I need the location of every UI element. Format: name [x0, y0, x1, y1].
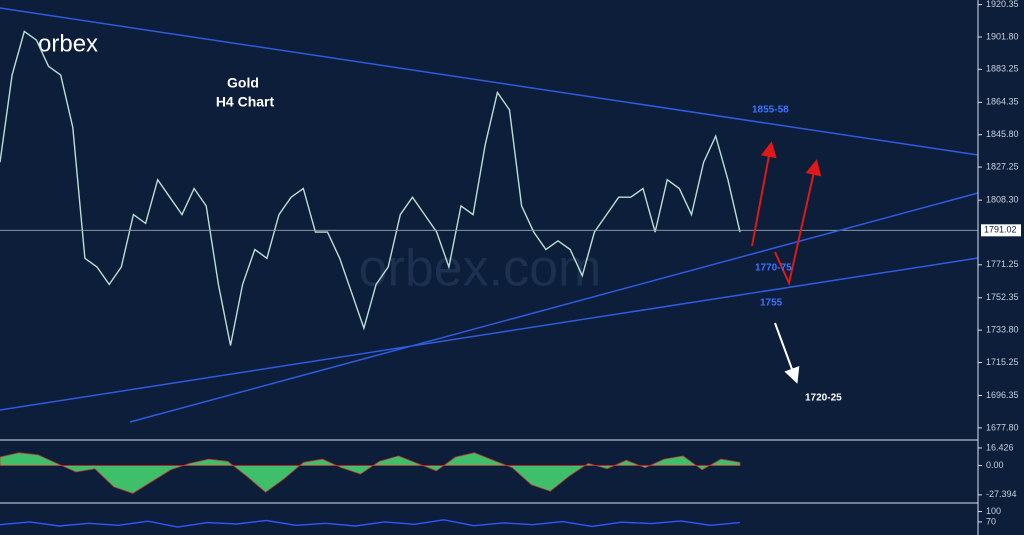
arrow: [774, 159, 822, 287]
y-tick-label: 1752.35: [986, 292, 1019, 302]
y-tick-label: 1808.30: [986, 195, 1019, 205]
y-tick-label: 1864.35: [986, 97, 1019, 107]
y-tick-label: 1715.25: [986, 357, 1019, 367]
annotation: 1770-75: [755, 263, 792, 274]
arrow: [751, 141, 777, 247]
y-tick-label: 1827.25: [986, 161, 1019, 171]
price-line: [0, 519, 741, 528]
chart-title: Gold: [227, 75, 259, 91]
y-tick-label: 1677.80: [986, 422, 1019, 432]
price-line: [0, 30, 741, 346]
y-tick-label: 1733.80: [986, 325, 1019, 335]
annotation: 1855-58: [752, 105, 789, 116]
y-tick-label: 1771.25: [986, 259, 1019, 269]
trend-line: [129, 192, 979, 423]
arrow: [774, 322, 800, 384]
y-tick-label: 1920.35: [986, 0, 1019, 9]
trend-line: [0, 257, 979, 411]
annotation: 1755: [760, 298, 783, 309]
logo: orbex: [38, 30, 98, 57]
chart-subtitle: H4 Chart: [216, 94, 275, 110]
y-tick-label: 16.426: [986, 442, 1014, 452]
y-tick-label: -27.394: [986, 489, 1017, 499]
y-tick-label: 1883.25: [986, 64, 1019, 74]
watermark: orbex.com: [359, 240, 602, 298]
y-tick-label: 70: [986, 516, 996, 526]
current-price-label: 1791.02: [984, 225, 1017, 235]
y-tick-label: 0.00: [986, 460, 1004, 470]
oscillator-area: [0, 452, 741, 494]
current-price-box: [981, 224, 1021, 237]
trend-line: [0, 7, 979, 156]
y-tick-label: 1901.80: [986, 31, 1019, 41]
y-tick-label: 1845.80: [986, 129, 1019, 139]
annotation: 1720-25: [805, 393, 842, 404]
y-tick-label: 100: [986, 506, 1001, 516]
y-tick-label: 1696.35: [986, 390, 1019, 400]
